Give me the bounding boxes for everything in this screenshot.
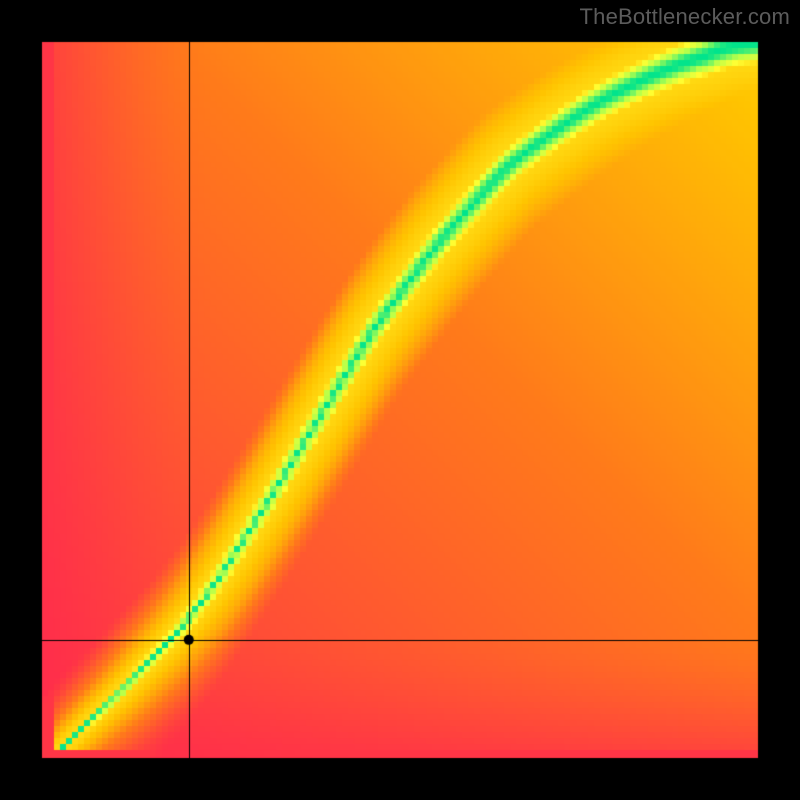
watermark-text: TheBottlenecker.com xyxy=(580,4,790,30)
chart-container: TheBottlenecker.com xyxy=(0,0,800,800)
bottleneck-heatmap-canvas xyxy=(0,0,800,800)
